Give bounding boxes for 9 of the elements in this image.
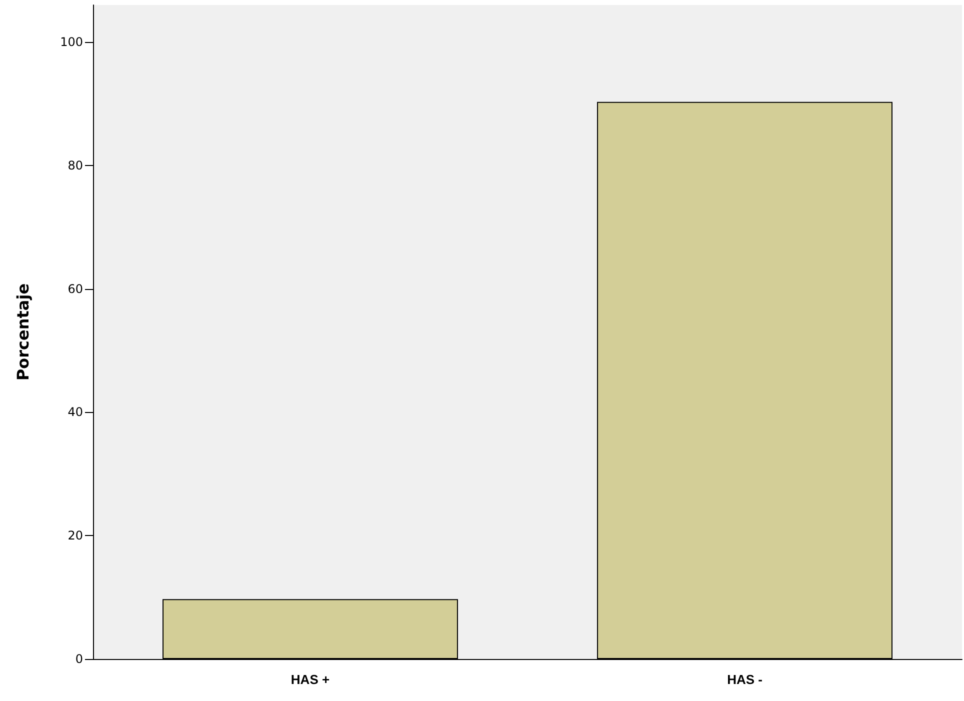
y-tick-label: 20 bbox=[68, 528, 83, 543]
y-tick-label: 100 bbox=[60, 35, 83, 50]
y-tick-label: 0 bbox=[75, 652, 83, 666]
x-tick-label: HAS - bbox=[727, 672, 762, 687]
y-tick-label: 40 bbox=[68, 405, 83, 420]
y-tick-label: 80 bbox=[68, 158, 83, 172]
y-tick-label: 60 bbox=[68, 282, 83, 296]
x-tick-label: HAS + bbox=[290, 672, 330, 687]
y-axis-title: Porcentaje bbox=[14, 283, 32, 381]
